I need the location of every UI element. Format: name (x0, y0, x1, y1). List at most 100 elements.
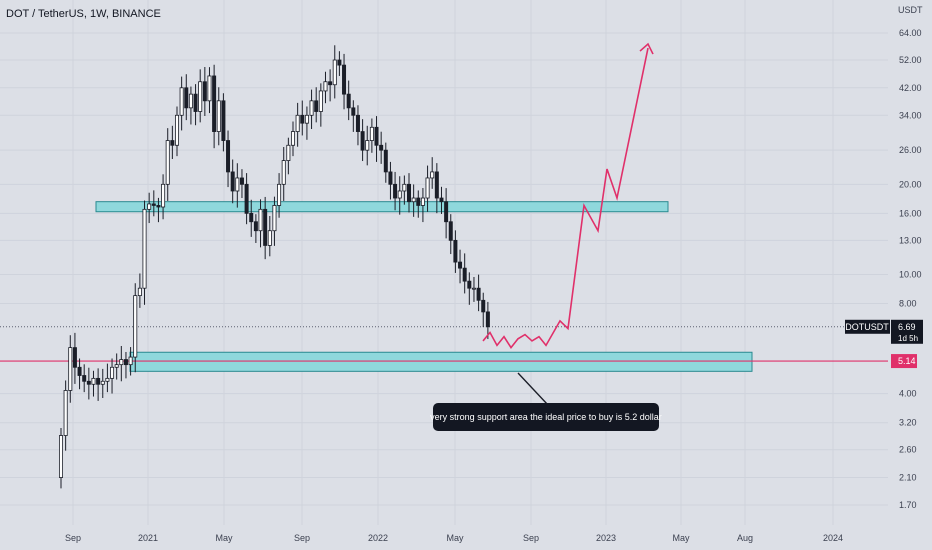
candle (402, 183, 407, 192)
candle (100, 380, 105, 385)
candle (258, 208, 263, 232)
candle (397, 190, 402, 199)
candle (86, 380, 91, 385)
candle (360, 131, 365, 151)
candle (420, 197, 425, 206)
candle (91, 377, 96, 385)
candle (253, 221, 258, 232)
candle (281, 160, 286, 185)
candle (351, 107, 356, 116)
candle (295, 114, 300, 132)
last-price-value: 6.69 (898, 322, 916, 332)
support-value-box (891, 354, 917, 369)
candle (300, 114, 305, 124)
candle (174, 114, 179, 146)
candle (272, 205, 277, 232)
x-tick-label: May (446, 533, 464, 543)
y-tick-label: 42.00 (899, 83, 922, 93)
y-tick-label: 64.00 (899, 28, 922, 38)
candle (323, 81, 328, 92)
candle (244, 183, 249, 214)
candle (314, 100, 319, 112)
y-tick-label: 16.00 (899, 208, 922, 218)
candle (342, 64, 347, 95)
projection-path (482, 47, 649, 349)
y-tick-label: 2.10 (899, 473, 917, 483)
candle (332, 59, 337, 86)
candle (202, 81, 207, 102)
candle (318, 90, 323, 112)
candle (133, 295, 138, 358)
symbol-label: DOTUSDT (845, 322, 889, 332)
candle (444, 201, 449, 223)
y-tick-label: 52.00 (899, 55, 922, 65)
y-tick-label: 1.70 (899, 500, 917, 510)
candle (481, 299, 486, 313)
candle (290, 131, 295, 146)
candle (119, 359, 124, 366)
y-tick-label: 20.00 (899, 179, 922, 189)
candle (439, 197, 444, 203)
y-tick-label: 26.00 (899, 145, 922, 155)
candle (304, 114, 309, 124)
candle (207, 75, 212, 102)
x-tick-label: 2022 (368, 533, 388, 543)
candle (434, 171, 439, 199)
candle (430, 171, 435, 179)
candle (267, 230, 272, 246)
candle (59, 435, 64, 478)
chart-title: DOT / TetherUS, 1W, BINANCE (6, 8, 161, 20)
candle (216, 100, 221, 132)
candle (114, 364, 119, 368)
candle (156, 205, 161, 208)
candle (485, 311, 490, 328)
symbol-label-box (845, 319, 890, 334)
candle (471, 287, 476, 290)
candle (63, 390, 68, 436)
candle (212, 75, 217, 132)
candle (309, 100, 314, 116)
candle (448, 221, 453, 241)
candle (72, 347, 77, 368)
candle (179, 87, 184, 116)
candle (425, 177, 430, 199)
candle (476, 287, 481, 301)
candle (249, 212, 254, 223)
candle (221, 100, 226, 141)
candle (128, 356, 133, 366)
candle (110, 366, 115, 379)
candle (411, 197, 416, 203)
annotation-box (433, 403, 659, 431)
x-tick-label: May (215, 533, 233, 543)
candle (230, 171, 235, 192)
candle (82, 375, 87, 382)
candle (123, 359, 128, 366)
x-tick-label: May (672, 533, 690, 543)
candle (193, 93, 198, 112)
candle (77, 366, 82, 376)
x-tick-label: Sep (294, 533, 310, 543)
candle (355, 114, 360, 132)
x-tick-label: 2024 (823, 533, 843, 543)
candle (467, 280, 472, 289)
candle (369, 126, 374, 141)
y-axis-unit: USDT (898, 5, 923, 15)
candle (96, 377, 101, 385)
candle (68, 347, 73, 391)
candle (239, 177, 244, 185)
candle (286, 144, 291, 161)
annotation-text: very strong support area the ideal price… (430, 412, 662, 422)
x-tick-label: Sep (65, 533, 81, 543)
candle (462, 267, 467, 282)
candle (105, 377, 110, 382)
candle (277, 183, 282, 206)
candle (263, 208, 268, 246)
projection-arrow (639, 42, 654, 55)
candle (393, 183, 398, 199)
x-tick-label: 2023 (596, 533, 616, 543)
candle (188, 93, 193, 109)
candle (346, 93, 351, 109)
y-tick-label: 2.60 (899, 445, 917, 455)
